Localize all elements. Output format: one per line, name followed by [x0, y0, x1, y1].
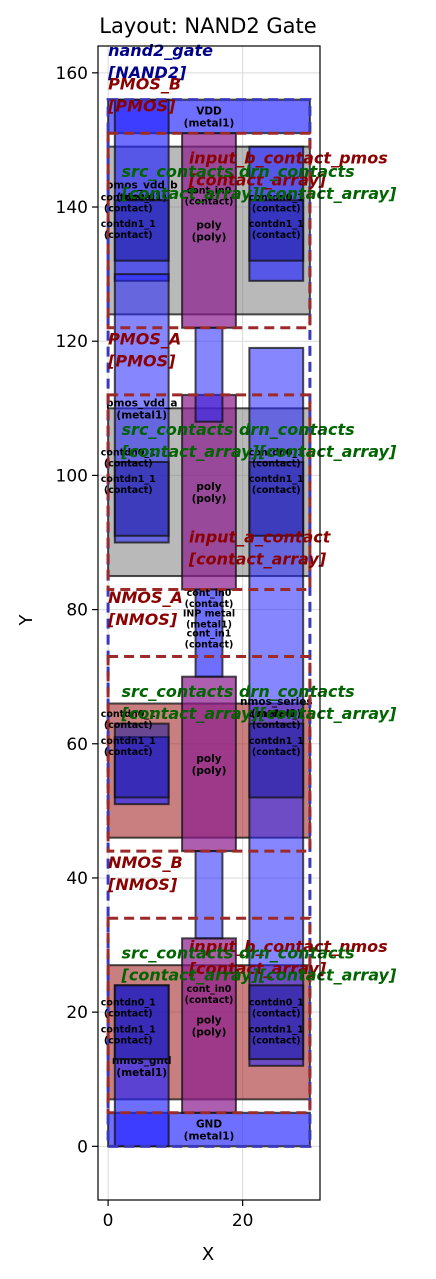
shape-label-poly-b-bot: poly (poly) [192, 1015, 227, 1039]
outline-pmos-a-outline [106, 393, 312, 591]
outline-nand2-outline [106, 98, 312, 1148]
contact-label: contdn0_1 (contact) [101, 997, 156, 1019]
chart-title: Layout: NAND2 Gate [99, 14, 316, 38]
annotation-ann-pmos-a: PMOS_A [PMOS] [107, 330, 181, 371]
contact-labels: contdn0_1 (contact)contdn1_1 (contact)cont… [101, 186, 304, 1047]
shape-pa-drn-ct [248, 460, 305, 537]
shape-label-gnd-rail: GND (metal1) [184, 1119, 235, 1143]
contact-label: contdn0_1 (contact) [249, 447, 304, 469]
x-tick-label: 20 [232, 1211, 254, 1231]
cell-outlines [106, 98, 312, 1148]
y-tick-label: 40 [66, 869, 88, 889]
y-axis-label: Y [16, 614, 37, 627]
y-tick-label: 20 [66, 1003, 88, 1023]
annotation-ann-src-drn-pb: src_contacts drn_contacts [contact_array]… [121, 162, 397, 203]
axis-ticks: 0 20 0 20 40 60 80 100 120 140 160 [56, 64, 254, 1231]
shape-label-poly-b-top: poly (poly) [192, 220, 227, 244]
contact-label: contdn0_1 (contact) [101, 192, 156, 214]
annotation-ann-src-drn-pa: src_contacts drn_contacts [contact_array]… [121, 420, 397, 461]
contact-label: contdn1_1 (contact) [101, 736, 156, 758]
annotation-ann-pmos-b: PMOS_B [PMOS] [107, 75, 181, 116]
annotation-ann-inb-pmos: input_b_contact_pmos [contact_array] [188, 148, 388, 189]
shape-input-mid-connect [194, 588, 224, 678]
annotation-ann-src-drn-nb: src_contacts drn_contacts [contact_array]… [121, 943, 397, 984]
shape-nb-src-ct [113, 984, 170, 1061]
y-tick-label: 60 [66, 735, 88, 755]
contact-label: contdn1_1 (contact) [249, 474, 304, 496]
shape-pb-drn-ct [248, 199, 305, 262]
y-tick-label: 0 [77, 1137, 88, 1157]
outline-pmos-b-outline [106, 131, 312, 330]
shape-input-b-lower [194, 850, 224, 940]
shape-input-b-connect [194, 326, 224, 423]
contact-label: contdn1_1 (contact) [101, 474, 156, 496]
outline-nmos-b-outline [106, 916, 312, 1115]
shape-label-poly-a-bot: poly (poly) [192, 753, 227, 777]
shape-poly-b-bot [181, 937, 237, 1114]
contact-label: contdn0_1 (contact) [249, 709, 304, 731]
contact-label: contdn1_1 (contact) [101, 1024, 156, 1046]
contact-label: contdn0_1 (contact) [101, 709, 156, 731]
y-tick-label: 120 [56, 332, 88, 352]
annotation-ann-inb-nmos: input_b_contact_nmos [contact_array] [188, 937, 388, 978]
contact-label: contdn1_1 (contact) [249, 736, 304, 758]
shape-nb-drn-ct [248, 984, 305, 1061]
shape-label-pmos-vdd-a-metal: pmos_vdd_a (metal1) [106, 397, 177, 421]
contact-label: cont_in1 (contact) [185, 628, 234, 650]
contact-label: cont_in0 (contact) [185, 186, 234, 208]
contact-label: contdn0_1 (contact) [249, 192, 304, 214]
annotation-ann-nmos-b: NMOS_B [NMOS] [107, 853, 183, 894]
shape-label-out-metal: nmos_series (metal1) [240, 696, 313, 720]
y-tick-label: 100 [56, 466, 88, 486]
plot-frame [97, 45, 321, 1201]
shape-na-src-ct [113, 722, 170, 799]
annotation-ann-src-drn-na: src_contacts drn_contacts [contact_array]… [121, 682, 397, 723]
x-tick-label: 0 [103, 1211, 114, 1231]
shape-pb-src-ct [113, 199, 170, 262]
contact-label: contdn0_1 (contact) [101, 447, 156, 469]
contact-label: cont_in0 (contact) [185, 588, 234, 610]
shape-na-drn-ct [248, 722, 305, 799]
contact-label: contdn1_1 (contact) [249, 1024, 304, 1046]
shape-pa-src-ct [113, 460, 170, 537]
contact-label: INP metal (metal1) [183, 608, 235, 630]
annotation-ann-nmos-a: NMOS_A [NMOS] [107, 588, 183, 629]
shape-label-vdd-rail: VDD (metal1) [184, 105, 235, 129]
layout-shapes: VDD (metal1)GND (metal1)pmos_vdd_b (metal1)… [106, 98, 313, 1148]
cell-annotations: nand2_gate [NAND2]PMOS_B [PMOS]input_b_con… [107, 41, 397, 984]
y-tick-label: 140 [56, 198, 88, 218]
outline-nmos-a-outline [106, 655, 312, 853]
contact-label: contdn1_1 (contact) [249, 219, 304, 241]
annotation-ann-ina: input_a_contact [contact_array] [188, 527, 332, 568]
y-tick-label: 160 [56, 64, 88, 84]
y-tick-label: 80 [66, 601, 88, 621]
shape-label-poly-a-top: poly (poly) [192, 481, 227, 505]
contact-label: cont_in0 (contact) [185, 984, 234, 1006]
contact-label: contdn1_1 (contact) [101, 219, 156, 241]
shape-poly-b-top [181, 132, 237, 329]
contact-label: contdn0_1 (contact) [249, 997, 304, 1019]
x-axis-label: X [202, 1244, 214, 1265]
